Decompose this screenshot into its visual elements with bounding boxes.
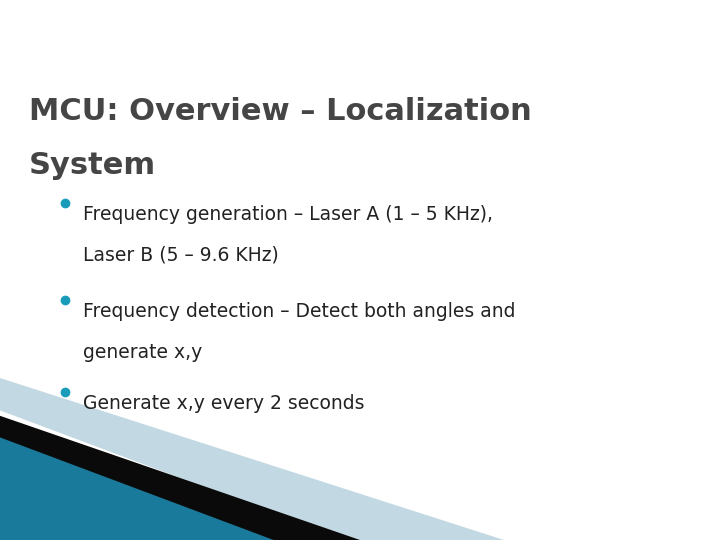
Polygon shape [0, 416, 360, 540]
Polygon shape [0, 432, 310, 540]
Text: Frequency detection – Detect both angles and: Frequency detection – Detect both angles… [83, 302, 516, 321]
Polygon shape [0, 378, 504, 540]
Text: System: System [29, 151, 156, 180]
Text: Laser B (5 – 9.6 KHz): Laser B (5 – 9.6 KHz) [83, 246, 279, 265]
Text: Frequency generation – Laser A (1 – 5 KHz),: Frequency generation – Laser A (1 – 5 KH… [83, 205, 492, 224]
Text: Generate x,y every 2 seconds: Generate x,y every 2 seconds [83, 394, 364, 413]
Text: generate x,y: generate x,y [83, 343, 202, 362]
Text: MCU: Overview – Localization: MCU: Overview – Localization [29, 97, 531, 126]
